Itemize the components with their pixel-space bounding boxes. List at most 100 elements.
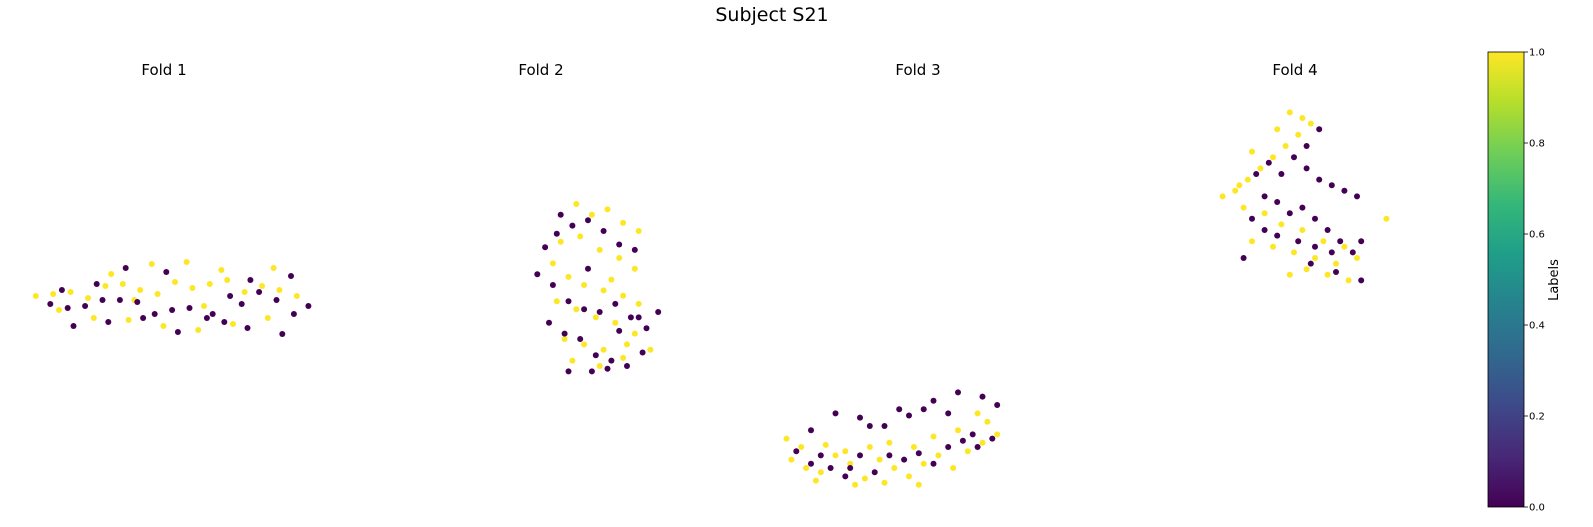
scatter-point — [1333, 260, 1339, 267]
scatter-point — [534, 271, 541, 278]
scatter-point — [189, 285, 196, 291]
scatter-point — [581, 282, 588, 288]
scatter-point — [1303, 266, 1310, 273]
scatter-point — [1349, 249, 1356, 256]
scatter-point — [969, 431, 976, 438]
scatter-point — [56, 307, 62, 313]
scatter-point — [1295, 238, 1302, 245]
scatter-point — [1240, 255, 1247, 261]
scatter-point — [67, 289, 74, 295]
scatter-point — [585, 265, 591, 272]
scatter-point — [1358, 277, 1365, 284]
scatter-point — [1257, 165, 1264, 172]
scatter-point — [857, 414, 863, 421]
scatter-point — [542, 244, 549, 251]
scatter-point — [639, 349, 646, 356]
scatter-point — [915, 481, 922, 488]
scatter-point — [276, 287, 283, 293]
scatter-point — [871, 469, 878, 476]
scatter-point — [105, 319, 112, 325]
scatter-point — [577, 233, 584, 240]
colorbar: 0.0 0.2 0.4 0.6 0.8 1.0 Labels — [1487, 48, 1562, 514]
scatter-point — [655, 309, 662, 315]
scatter-point — [930, 397, 937, 404]
scatter-point — [119, 281, 126, 287]
scatter-point — [832, 410, 839, 417]
scatter-point — [600, 228, 607, 234]
scatter-point — [288, 273, 294, 279]
scatter-point — [201, 303, 207, 309]
scatter-point — [546, 319, 552, 326]
scatter-point — [1303, 165, 1310, 172]
scatter-point — [592, 314, 599, 321]
scatter-point — [1278, 221, 1285, 228]
scatter-point — [920, 406, 927, 413]
scatter-point — [1253, 171, 1260, 177]
scatter-point — [1354, 193, 1360, 200]
scatter-point — [803, 465, 810, 471]
scatter-point — [172, 279, 178, 285]
scatter-point — [857, 452, 863, 459]
scatter-point — [1312, 215, 1318, 222]
scatter-point — [569, 222, 576, 229]
scatter-point — [549, 282, 556, 288]
scatter-point — [624, 341, 630, 348]
scatter-point — [244, 325, 251, 331]
scatter-points — [1219, 109, 1390, 284]
scatter-point — [1307, 260, 1314, 267]
scatter-point — [259, 283, 265, 289]
scatter-point — [160, 323, 167, 329]
scatter-point — [901, 456, 908, 463]
scatter-point — [608, 276, 615, 283]
scatter-point — [881, 423, 888, 429]
scatter-point — [256, 289, 263, 295]
scatter-point — [1328, 182, 1335, 189]
scatter-point — [635, 300, 642, 307]
scatter-point — [148, 261, 155, 267]
scatter-point — [984, 418, 991, 425]
scatter-point — [64, 305, 71, 311]
scatter-point — [1270, 243, 1276, 250]
scatter-point — [930, 460, 937, 467]
scatter-point — [549, 260, 556, 267]
scatter-point — [631, 330, 638, 337]
scatter-point — [915, 450, 922, 457]
scatter-point — [1320, 238, 1327, 245]
scatter-point — [920, 460, 927, 467]
scatter-point — [624, 363, 630, 369]
scatter-point — [1286, 109, 1293, 116]
scatter-point — [203, 315, 210, 321]
scatter-point — [616, 255, 623, 261]
scatter-point — [832, 452, 839, 459]
scatter-point — [627, 314, 634, 321]
scatter-point — [1265, 159, 1272, 166]
scatter-point — [793, 448, 800, 455]
scatter-point — [169, 307, 176, 313]
scatter-point — [1219, 193, 1226, 200]
scatter-point — [1324, 271, 1331, 278]
scatter-point — [910, 444, 917, 450]
scatter-point — [1286, 271, 1293, 278]
scatter-point — [577, 336, 584, 342]
scatter-point — [612, 300, 619, 307]
scatter-point — [935, 452, 942, 459]
scatter-point — [959, 437, 966, 444]
subplot-title: Fold 1 — [141, 61, 186, 79]
scatter-point — [47, 301, 54, 307]
scatter-point — [163, 269, 170, 275]
colorbar-ticks: 0.0 0.2 0.4 0.6 0.8 1.0 — [1524, 48, 1545, 514]
scatter-point — [1312, 243, 1318, 250]
scatter-point — [588, 368, 595, 375]
scatter-point — [218, 267, 225, 273]
scatter-point — [108, 271, 115, 277]
scatter-point — [596, 309, 603, 315]
scatter-point — [592, 352, 599, 359]
scatter-point — [1270, 154, 1276, 161]
scatter-point — [588, 211, 595, 218]
scatter-point — [788, 456, 795, 463]
scatter-point — [1274, 232, 1281, 239]
colorbar-gradient — [1487, 51, 1525, 508]
scatter-point — [224, 277, 231, 283]
scatter-point — [964, 448, 971, 455]
scatter-point — [620, 292, 627, 299]
